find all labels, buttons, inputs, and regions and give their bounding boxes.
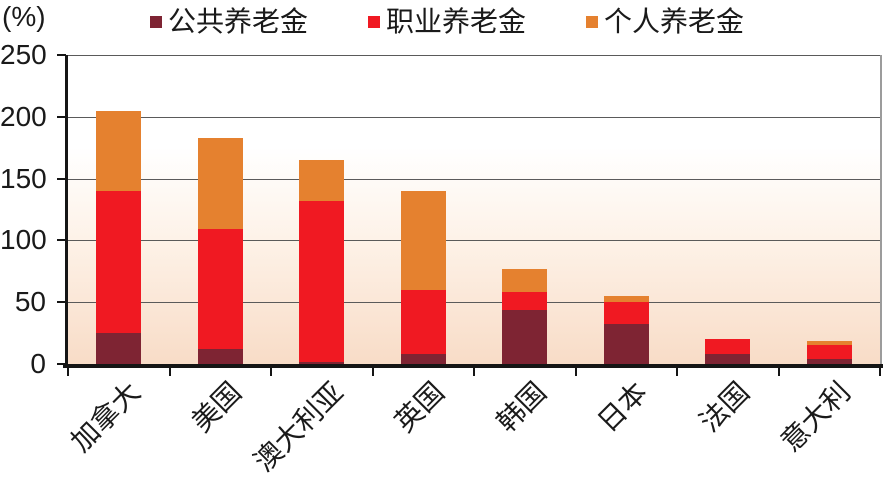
x-axis-line — [63, 364, 883, 368]
bar-segment-canada-personal — [96, 110, 142, 191]
legend-label-public: 公共养老金 — [168, 6, 309, 37]
bar-segment-australia-public — [299, 361, 345, 364]
gridline-200 — [68, 116, 880, 118]
y-tick-label-150: 150 — [0, 162, 47, 194]
bar-segment-korea-public — [502, 309, 548, 364]
x-tick-mark-0 — [67, 368, 69, 376]
bar-segment-italy-public — [806, 359, 852, 364]
x-axis-label-japan: 日本 — [591, 376, 654, 438]
x-axis-label-uk: 英国 — [388, 376, 451, 438]
x-tick-mark-1 — [168, 368, 171, 376]
bar-canada — [96, 110, 142, 364]
plot-area — [68, 55, 882, 364]
legend-label-personal: 个人养老金 — [604, 6, 745, 37]
x-tick-mark-3 — [371, 368, 374, 376]
bar-segment-italy-occupational — [806, 345, 852, 360]
x-tick-mark-4 — [473, 368, 475, 376]
bar-segment-korea-occupational — [502, 292, 548, 310]
bar-segment-japan-public — [603, 324, 649, 364]
x-tick-mark-6 — [676, 368, 678, 376]
y-tick-mark-250 — [57, 54, 66, 56]
y-tick-mark-0 — [57, 363, 66, 365]
bar-segment-uk-public — [400, 354, 446, 364]
bar-australia — [299, 160, 345, 364]
bar-segment-italy-personal — [806, 340, 852, 346]
y-tick-label-200: 200 — [0, 100, 47, 132]
gridline-100 — [68, 240, 880, 242]
x-axis-label-usa: 美国 — [185, 376, 248, 438]
legend-swatch-occupational-icon — [368, 16, 381, 28]
x-axis-label-italy: 意大利 — [775, 376, 857, 458]
bar-segment-australia-occupational — [299, 200, 345, 362]
x-tick-mark-2 — [270, 368, 272, 376]
y-tick-label-100: 100 — [0, 224, 47, 256]
y-axis-unit-label: (%) — [2, 1, 46, 32]
legend-item-public: 公共养老金 — [150, 6, 308, 38]
bar-segment-usa-occupational — [197, 229, 243, 350]
bar-korea — [502, 268, 548, 364]
bar-segment-canada-occupational — [96, 190, 142, 334]
bar-usa — [197, 137, 243, 364]
legend-swatch-personal-icon — [586, 16, 599, 28]
gridline-50 — [68, 302, 880, 304]
y-tick-mark-50 — [57, 301, 66, 304]
bar-segment-uk-occupational — [400, 289, 446, 355]
bar-uk — [400, 190, 446, 364]
bar-segment-uk-personal — [400, 190, 446, 290]
bar-segment-korea-personal — [502, 268, 548, 293]
legend-item-personal: 个人养老金 — [586, 6, 744, 38]
y-tick-mark-100 — [57, 239, 66, 242]
bar-japan — [603, 296, 649, 364]
x-axis-label-australia: 澳大利亚 — [247, 376, 349, 478]
gridline-250 — [68, 55, 880, 56]
legend-label-occupational: 职业养老金 — [386, 6, 527, 37]
y-axis-line — [65, 55, 68, 368]
y-tick-label-50: 50 — [14, 286, 46, 318]
bar-italy — [806, 340, 852, 364]
y-tick-mark-200 — [57, 115, 66, 118]
x-axis-label-france: 法国 — [693, 376, 755, 438]
bar-segment-australia-personal — [299, 160, 345, 201]
gridline-150 — [68, 178, 880, 180]
legend: 公共养老金 职业养老金 个人养老金 — [150, 6, 744, 38]
bar-segment-canada-public — [96, 333, 142, 364]
y-tick-mark-150 — [57, 177, 66, 180]
y-tick-label-250: 250 — [0, 39, 47, 70]
x-tick-mark-5 — [574, 368, 577, 376]
legend-item-occupational: 职业养老金 — [368, 6, 526, 38]
bar-segment-japan-personal — [603, 296, 649, 303]
bar-segment-france-occupational — [705, 339, 751, 355]
bar-france — [705, 339, 751, 364]
bar-segment-usa-personal — [197, 137, 243, 230]
bar-segment-france-public — [705, 354, 751, 364]
bar-segment-usa-public — [197, 349, 243, 364]
x-tick-mark-7 — [777, 368, 780, 376]
x-tick-mark-8 — [879, 368, 881, 376]
y-tick-label-0: 0 — [30, 348, 46, 379]
bar-segment-japan-occupational — [603, 302, 649, 325]
legend-swatch-public-icon — [150, 16, 162, 28]
x-axis-label-canada: 加拿大 — [64, 376, 146, 458]
x-axis-label-korea: 韩国 — [490, 376, 552, 438]
